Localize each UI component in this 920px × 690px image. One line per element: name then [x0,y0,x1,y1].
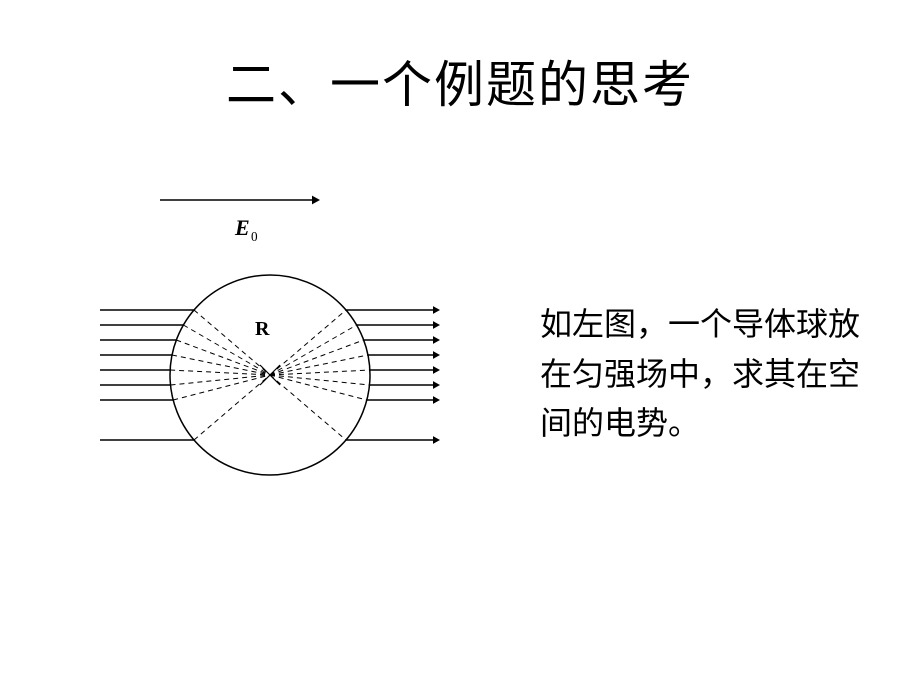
page-title: 二、一个例题的思考 [0,45,920,117]
field-diagram-svg: E0 R [95,180,465,510]
svg-text:R: R [255,318,270,340]
problem-statement: 如左图，一个导体球放在匀强场中，求其在空间的电势。 [540,300,880,449]
physics-diagram: E0 R [95,180,465,510]
svg-text:E: E [234,215,250,240]
svg-text:0: 0 [251,229,258,244]
